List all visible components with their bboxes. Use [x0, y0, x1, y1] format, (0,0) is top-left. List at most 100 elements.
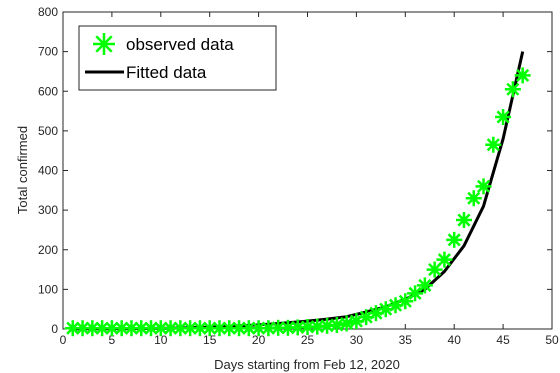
observed-point — [436, 251, 453, 268]
marker-stroke — [330, 318, 344, 332]
marker-stroke — [95, 321, 109, 335]
x-tick-label: 35 — [399, 333, 413, 347]
observed-point — [299, 319, 316, 336]
marker-stroke — [232, 321, 246, 335]
marker-stroke — [428, 263, 442, 277]
x-tick-label: 10 — [154, 333, 168, 347]
y-tick-label: 800 — [38, 5, 58, 19]
marker-stroke — [134, 321, 148, 335]
x-tick-label: 0 — [60, 333, 67, 347]
x-tick-label: 20 — [252, 333, 266, 347]
observed-point — [387, 297, 404, 314]
marker-stroke — [506, 82, 520, 96]
observed-point — [338, 315, 355, 332]
observed-point — [485, 136, 502, 153]
y-tick-label: 200 — [38, 243, 58, 257]
marker-stroke — [222, 321, 236, 335]
marker-stroke — [242, 321, 256, 335]
marker-stroke — [105, 321, 119, 335]
observed-point — [289, 319, 306, 336]
observed-point — [64, 320, 81, 337]
marker-stroke — [486, 138, 500, 152]
observed-point — [279, 319, 296, 336]
observed-point — [260, 320, 277, 337]
marker-stroke — [261, 321, 275, 335]
observed-point — [475, 178, 492, 195]
y-tick-label: 300 — [38, 203, 58, 217]
x-tick-label: 30 — [350, 333, 364, 347]
marker-stroke — [193, 321, 207, 335]
x-tick-label: 25 — [301, 333, 315, 347]
observed-point — [328, 317, 345, 334]
marker-stroke — [447, 233, 461, 247]
legend-label-fitted: Fitted data — [126, 63, 207, 82]
marker-stroke — [408, 286, 422, 300]
legend-asterisk-icon — [93, 33, 115, 55]
marker-stroke — [320, 319, 334, 333]
observed-point — [455, 212, 472, 229]
y-tick-label: 400 — [38, 164, 58, 178]
marker-stroke — [76, 321, 90, 335]
observed-point — [103, 320, 120, 337]
y-tick-label: 0 — [51, 322, 58, 336]
observed-point — [465, 190, 482, 207]
marker-stroke — [310, 320, 324, 334]
marker-stroke — [291, 320, 305, 334]
x-tick-label: 40 — [448, 333, 462, 347]
marker-stroke — [340, 316, 354, 330]
x-tick-label: 50 — [545, 333, 559, 347]
observed-point — [123, 320, 140, 337]
legend-label-observed: observed data — [126, 35, 234, 54]
marker-stroke — [164, 321, 178, 335]
marker-stroke — [154, 321, 168, 335]
y-axis-label: Total confirmed — [15, 126, 30, 214]
legend-item-fitted: Fitted data — [85, 63, 207, 82]
x-tick-label: 5 — [109, 333, 116, 347]
observed-point — [504, 81, 521, 98]
marker-stroke — [418, 278, 432, 292]
marker-stroke — [66, 321, 80, 335]
marker-stroke — [476, 179, 491, 193]
marker-stroke — [115, 321, 129, 335]
x-tick-label: 45 — [496, 333, 510, 347]
observed-point — [152, 320, 169, 337]
y-tick-label: 700 — [38, 45, 58, 59]
marker-stroke — [124, 321, 139, 335]
marker-stroke — [95, 35, 113, 53]
observed-series — [64, 67, 531, 337]
observed-point — [211, 320, 228, 337]
observed-point — [495, 109, 512, 126]
observed-point — [397, 293, 414, 310]
marker-stroke — [281, 321, 295, 335]
legend: observed data Fitted data — [78, 25, 277, 91]
observed-point — [446, 231, 463, 248]
observed-point — [407, 285, 424, 302]
y-tick-label: 100 — [38, 282, 58, 296]
marker-stroke — [467, 191, 481, 205]
marker-stroke — [144, 321, 158, 335]
observed-point — [426, 261, 443, 278]
x-axis-label: Days starting from Feb 12, 2020 — [214, 357, 400, 372]
legend-asterisk — [93, 33, 115, 55]
marker-stroke — [457, 213, 471, 227]
observed-point — [416, 277, 433, 294]
marker-stroke — [212, 321, 227, 335]
y-tick-label: 600 — [38, 84, 58, 98]
marker-stroke — [496, 110, 510, 124]
observed-point — [162, 320, 179, 337]
y-tick-label: 500 — [38, 124, 58, 138]
marker-stroke — [252, 321, 266, 335]
observed-point — [240, 320, 257, 337]
marker-stroke — [183, 321, 197, 335]
marker-stroke — [85, 321, 99, 335]
x-tick-label: 15 — [203, 333, 217, 347]
legend-item-observed: observed data — [93, 33, 234, 55]
marker-stroke — [271, 321, 285, 335]
marker-stroke — [437, 253, 451, 267]
marker-stroke — [173, 321, 187, 335]
marker-stroke — [203, 321, 217, 335]
observed-point — [514, 67, 531, 84]
axis-ticks: 0 5 10 15 20 25 30 35 40 45 5001002003004005006007… — [38, 5, 559, 347]
